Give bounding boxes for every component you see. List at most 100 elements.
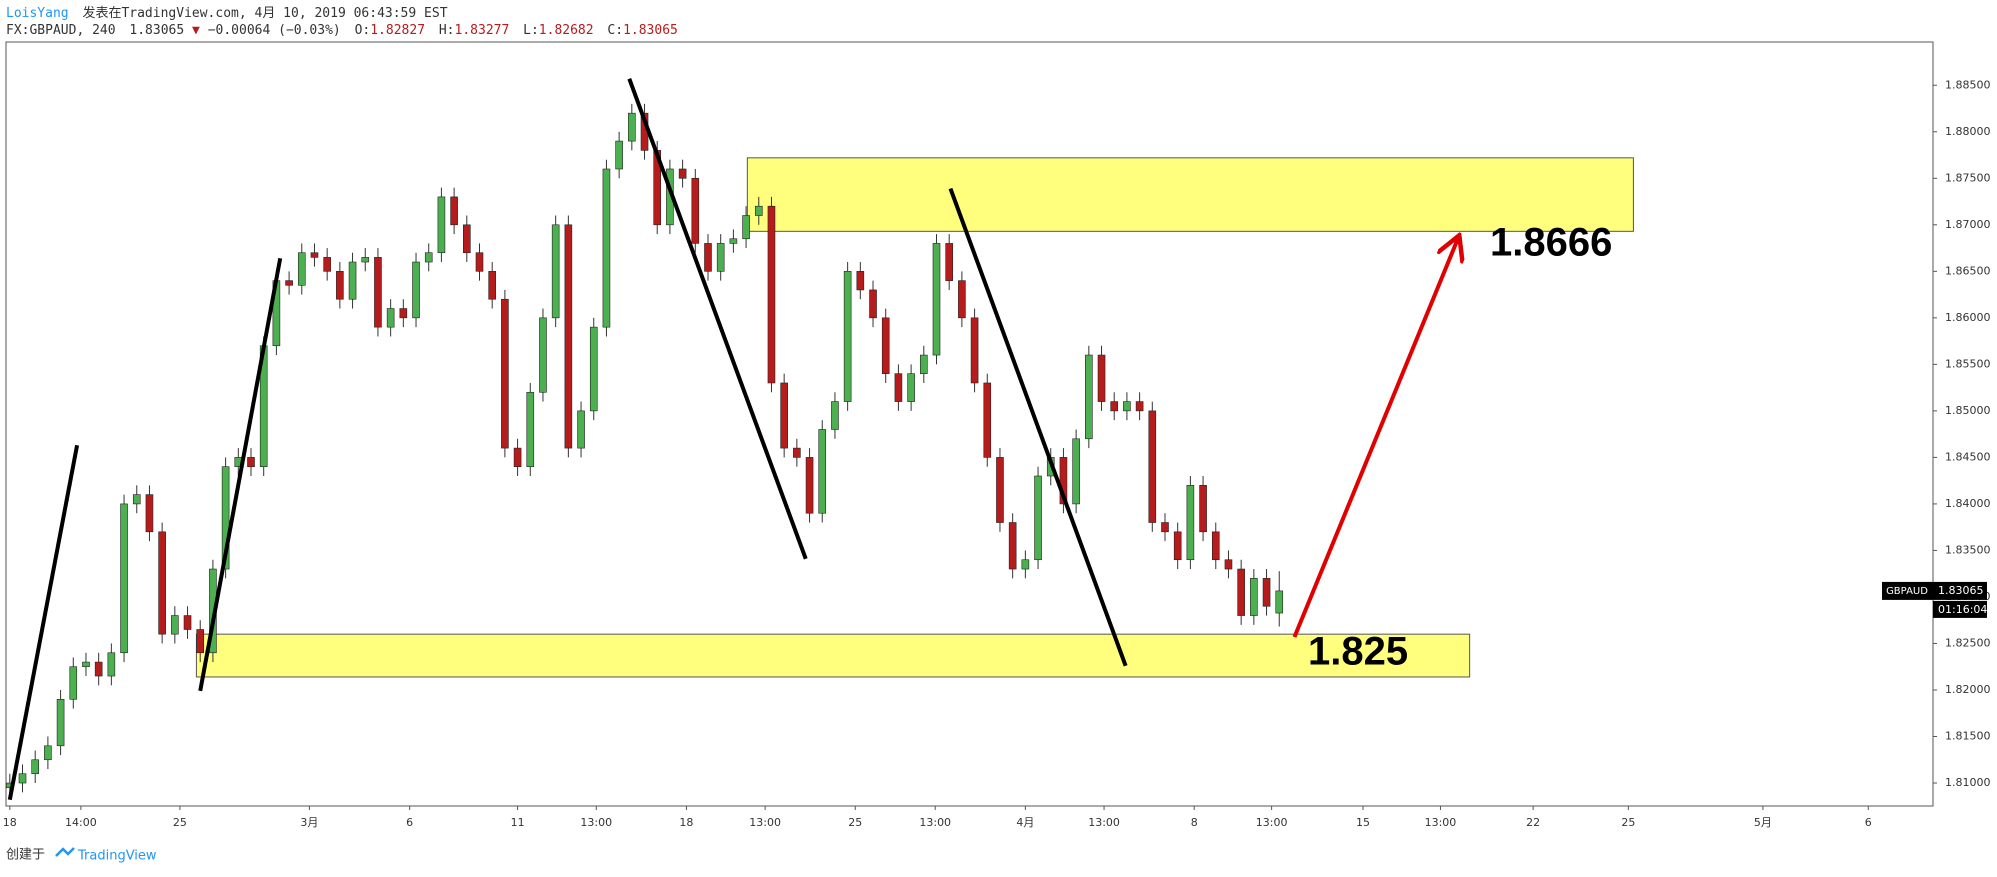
header-line-2: FX:GBPAUD, 240 1.83065 ▼ −0.00064 (−0.03… bbox=[6, 23, 678, 38]
candle-body bbox=[1008, 522, 1017, 570]
symbol-tag: GBPAUD bbox=[1886, 586, 1928, 597]
countdown: 01:16:04 bbox=[1938, 603, 1987, 616]
candle-body bbox=[958, 280, 966, 319]
candle-body bbox=[475, 252, 484, 272]
plot-frame bbox=[5, 41, 1934, 807]
candle-body bbox=[1199, 485, 1207, 533]
candle-body bbox=[437, 196, 446, 254]
x-tick-label: 13:00 bbox=[919, 816, 951, 829]
candle-body bbox=[742, 215, 750, 240]
candle-body bbox=[1072, 438, 1080, 505]
candle-body bbox=[361, 257, 370, 263]
x-tick-label: 15 bbox=[1356, 816, 1370, 829]
y-tick-label: 1.87500 bbox=[1945, 171, 1991, 184]
zone-label: 1.825 bbox=[1308, 630, 1408, 674]
footer-brand[interactable]: TradingView bbox=[77, 849, 157, 864]
candle-body bbox=[196, 629, 205, 654]
candle-body bbox=[907, 373, 915, 402]
change: −0.00064 (−0.03%) bbox=[208, 23, 341, 38]
zone bbox=[195, 633, 1471, 678]
candle-body bbox=[1085, 354, 1093, 440]
candle-body bbox=[1224, 559, 1233, 570]
candle-body bbox=[1059, 457, 1068, 505]
y-tick-label: 1.86500 bbox=[1945, 264, 1991, 277]
candle-body bbox=[894, 373, 903, 402]
x-tick-label: 4月 bbox=[1016, 816, 1034, 829]
candle-body bbox=[577, 410, 585, 449]
candle-body bbox=[132, 494, 141, 505]
candle-body bbox=[221, 466, 230, 570]
candle-body bbox=[145, 494, 154, 533]
x-tick-label: 25 bbox=[173, 816, 187, 829]
target-arrow bbox=[1292, 238, 1458, 638]
candle-body bbox=[1110, 401, 1119, 412]
candle-body bbox=[1262, 578, 1271, 607]
candle-body bbox=[386, 308, 395, 328]
candle-body bbox=[82, 661, 90, 668]
candle-body bbox=[450, 196, 458, 226]
x-tick-label: 3月 bbox=[300, 816, 318, 829]
author: LoisYang bbox=[6, 6, 69, 21]
candle-body bbox=[1237, 568, 1245, 616]
y-tick-label: 1.85500 bbox=[1945, 357, 1991, 370]
y-tick-label: 1.84500 bbox=[1945, 450, 1991, 463]
candle-body bbox=[44, 745, 52, 761]
trend-line bbox=[948, 187, 1128, 667]
x-tick-label: 11 bbox=[511, 816, 525, 829]
candle-body bbox=[983, 382, 992, 458]
x-tick-label: 13:00 bbox=[1425, 816, 1457, 829]
candle-body bbox=[793, 447, 801, 458]
x-tick-label: 25 bbox=[1621, 816, 1635, 829]
tv-logo bbox=[55, 847, 75, 857]
candle-body bbox=[564, 224, 573, 449]
candle-body bbox=[1123, 401, 1131, 412]
y-tick-label: 1.88500 bbox=[1945, 78, 1991, 91]
candle-body bbox=[729, 238, 738, 244]
candle-body bbox=[1211, 531, 1220, 561]
candle-body bbox=[589, 326, 598, 412]
header-line-1: LoisYang 发表在TradingView.com, 4月 10, 2019… bbox=[6, 5, 448, 21]
candle-body bbox=[1250, 578, 1258, 616]
candle-body bbox=[805, 457, 814, 514]
x-tick-label: 5月 bbox=[1754, 816, 1772, 829]
candle-body bbox=[831, 401, 839, 430]
y-tick-label: 1.86000 bbox=[1945, 311, 1991, 324]
x-tick-label: 25 bbox=[848, 816, 862, 829]
candle-body bbox=[158, 531, 166, 635]
candle-body bbox=[704, 243, 712, 272]
candle-body bbox=[18, 773, 27, 784]
x-tick-label: 14:00 bbox=[65, 816, 97, 829]
candle-body bbox=[183, 615, 192, 630]
symbol-tag-bg bbox=[1882, 581, 1933, 600]
candle-body bbox=[539, 317, 547, 393]
candle-body bbox=[551, 224, 560, 319]
candle-body bbox=[374, 257, 382, 328]
candle-body bbox=[856, 271, 865, 291]
candle-body bbox=[463, 224, 471, 254]
candle-body bbox=[843, 271, 852, 402]
x-tick-label: 13:00 bbox=[1256, 816, 1288, 829]
candle-body bbox=[297, 252, 306, 286]
candle-body bbox=[1275, 590, 1284, 614]
zone-label: 1.8666 bbox=[1490, 221, 1612, 265]
y-tick-label: 1.88000 bbox=[1945, 125, 1991, 138]
candle-body bbox=[310, 252, 319, 258]
candle-body bbox=[996, 457, 1004, 523]
x-tick-label: 22 bbox=[1526, 816, 1540, 829]
y-tick-label: 1.84000 bbox=[1945, 497, 1991, 510]
trend-line bbox=[198, 257, 283, 692]
candle-body bbox=[488, 271, 496, 300]
trend-line bbox=[7, 444, 80, 801]
candle-body bbox=[780, 382, 788, 449]
candle-body bbox=[767, 205, 776, 384]
candle-body bbox=[678, 168, 687, 179]
price-tag: 1.83065 bbox=[1938, 584, 1984, 597]
close-value: 1.83065 bbox=[623, 23, 678, 38]
candle-body bbox=[107, 652, 116, 677]
candle-body bbox=[1034, 475, 1042, 561]
x-tick-label: 13:00 bbox=[1088, 816, 1120, 829]
symbol: FX:GBPAUD, 240 bbox=[6, 23, 116, 38]
candle-body bbox=[399, 308, 408, 319]
y-tick-label: 1.81000 bbox=[1945, 776, 1991, 789]
